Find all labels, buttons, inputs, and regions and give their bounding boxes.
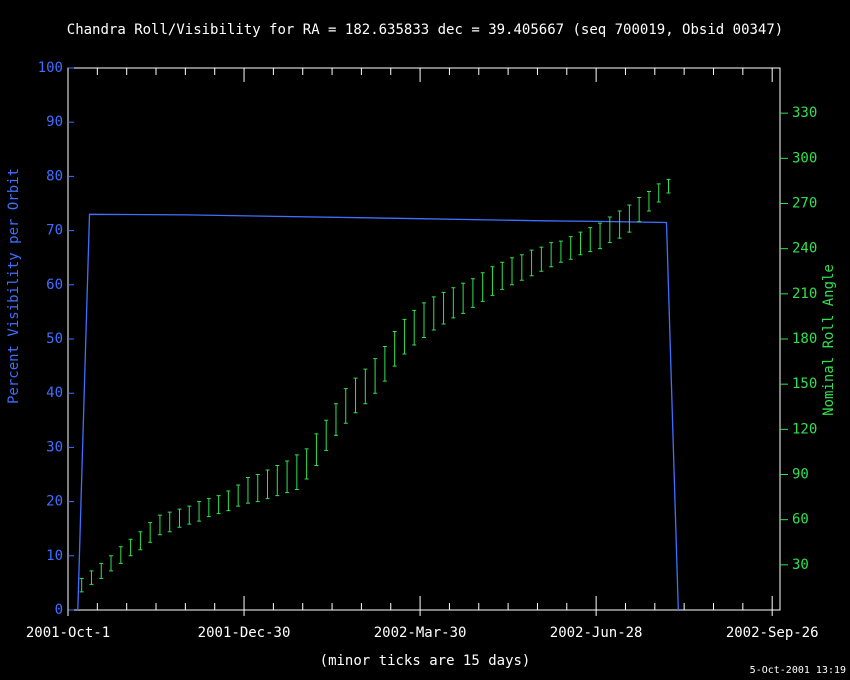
- roll-range: [431, 296, 436, 331]
- roll-range: [304, 448, 309, 480]
- y-tick-label: 30: [46, 439, 63, 455]
- roll-range: [656, 183, 661, 203]
- roll-range: [627, 204, 632, 233]
- roll-range: [138, 531, 143, 551]
- roll-range: [206, 498, 211, 518]
- timestamp: 5-Oct-2001 13:19: [750, 665, 846, 676]
- y2-tick-label: 210: [792, 286, 817, 302]
- roll-range: [353, 377, 358, 414]
- roll-range: [558, 240, 563, 263]
- roll-range: [255, 474, 260, 503]
- roll-range: [157, 514, 162, 536]
- y2-tick-label: 60: [792, 512, 809, 528]
- roll-range: [148, 522, 153, 543]
- x-tick-label: 2001-Dec-30: [198, 625, 291, 641]
- roll-range: [89, 570, 94, 585]
- roll-range: [598, 222, 603, 250]
- y2-tick-label: 30: [792, 557, 809, 573]
- roll-range: [343, 388, 348, 424]
- y2-tick-label: 240: [792, 241, 817, 257]
- roll-range: [392, 330, 397, 367]
- roll-range: [539, 246, 544, 272]
- y2-tick-label: 180: [792, 331, 817, 347]
- roll-range: [529, 249, 534, 277]
- roll-range: [578, 231, 583, 256]
- y-tick-label: 80: [46, 168, 63, 184]
- visibility-line: [77, 213, 679, 611]
- roll-range: [324, 419, 329, 451]
- x-tick-label: 2002-Mar-30: [374, 625, 467, 641]
- roll-range: [441, 291, 446, 325]
- roll-range: [226, 490, 231, 512]
- roll-range: [177, 508, 182, 528]
- roll-range: [461, 282, 466, 314]
- y-tick-label: 70: [46, 223, 63, 239]
- y-tick-label: 60: [46, 277, 63, 293]
- y2-tick-label: 120: [792, 421, 817, 437]
- y-tick-label: 0: [55, 602, 63, 618]
- y2-tick-label: 150: [792, 376, 817, 392]
- y2-tick-label: 300: [792, 150, 817, 166]
- roll-range: [422, 302, 426, 338]
- roll-range: [265, 469, 270, 500]
- roll-range: [549, 242, 554, 268]
- roll-range: [412, 309, 417, 346]
- roll-range: [451, 287, 456, 319]
- roll-range: [79, 577, 84, 593]
- roll-range: [216, 495, 221, 515]
- roll-range: [245, 477, 250, 504]
- y-tick-label: 50: [46, 331, 63, 347]
- roll-range: [646, 190, 651, 212]
- roll-range: [187, 505, 192, 525]
- roll-range: [294, 454, 299, 491]
- roll-range: [617, 210, 622, 239]
- roll-range: [510, 257, 515, 286]
- roll-range: [109, 555, 114, 572]
- roll-range: [373, 358, 378, 394]
- roll-range: [128, 538, 133, 557]
- roll-range: [363, 368, 368, 405]
- roll-range: [500, 261, 505, 290]
- roll-range: [519, 254, 524, 281]
- roll-range: [480, 272, 485, 302]
- roll-range: [314, 433, 319, 466]
- roll-range: [666, 178, 671, 194]
- y-tick-label: 40: [46, 385, 63, 401]
- chart-title: Chandra Roll/Visibility for RA = 182.635…: [67, 22, 783, 38]
- y-tick-label: 100: [38, 60, 63, 76]
- roll-range: [118, 546, 123, 564]
- roll-range: [637, 196, 642, 223]
- x-tick-label: 2002-Sep-26: [726, 625, 819, 641]
- y-tick-label: 20: [46, 494, 63, 510]
- roll-range: [275, 464, 280, 497]
- roll-range: [333, 403, 338, 436]
- x-tick-label: 2001-Oct-1: [26, 625, 110, 641]
- roll-range: [607, 216, 612, 244]
- roll-range: [568, 236, 573, 260]
- y-tick-label: 90: [46, 114, 63, 130]
- y-axis-label: Percent Visibility per Orbit: [6, 168, 22, 404]
- y2-tick-label: 330: [792, 105, 817, 121]
- roll-range: [470, 278, 475, 308]
- roll-range: [236, 484, 241, 507]
- roll-range: [382, 346, 387, 382]
- x-tick-label: 2002-Jun-28: [550, 625, 643, 641]
- y2-tick-label: 90: [792, 467, 809, 483]
- roll-range: [588, 227, 593, 253]
- roll-range: [167, 511, 172, 533]
- y2-axis-label: Nominal Roll Angle: [821, 264, 837, 416]
- x-axis-label: (minor ticks are 15 days): [320, 653, 531, 669]
- y2-tick-label: 270: [792, 196, 817, 212]
- roll-range: [490, 266, 495, 296]
- y-tick-label: 10: [46, 548, 63, 564]
- roll-range: [402, 318, 407, 355]
- roll-range: [99, 562, 104, 579]
- roll-range: [285, 460, 290, 494]
- roll-range: [197, 501, 202, 522]
